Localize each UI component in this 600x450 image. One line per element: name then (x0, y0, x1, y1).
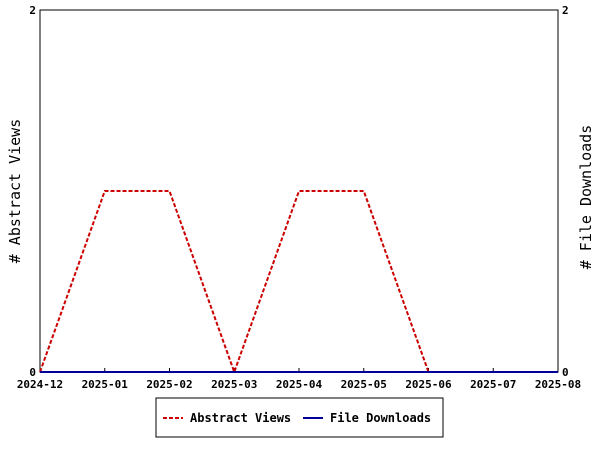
y-tick-label: 0 (29, 366, 36, 379)
x-tick-label: 2025-06 (405, 378, 452, 391)
x-tick-label: 2025-08 (535, 378, 581, 391)
x-tick-label: 2025-03 (211, 378, 257, 391)
x-tick-label: 2025-01 (82, 378, 129, 391)
legend-label-abstract-views: Abstract Views (190, 411, 291, 425)
series-line-abstract-views (39, 190, 558, 375)
legend-label-file-downloads: File Downloads (330, 411, 431, 425)
y2-tick-label: 0 (562, 366, 569, 379)
x-tick-label: 2024-12 (17, 378, 63, 391)
right-axis-title: # File Downloads (577, 125, 595, 270)
x-tick-label: 2025-07 (470, 378, 516, 391)
legend: Abstract Views File Downloads (155, 397, 444, 438)
x-axis-ticks: 2024-12 2025-01 2025-02 2025-03 2025-04 2025-… (17, 368, 581, 391)
x-tick-label: 2025-04 (276, 378, 323, 391)
left-axis-title: # Abstract Views (6, 119, 24, 264)
x-tick-label: 2025-05 (341, 378, 387, 391)
y-tick-label: 2 (29, 4, 36, 17)
x-tick-label: 2025-02 (146, 378, 192, 391)
y2-tick-label: 2 (562, 4, 569, 17)
legend-box (155, 397, 444, 438)
series-layer (39, 190, 558, 375)
